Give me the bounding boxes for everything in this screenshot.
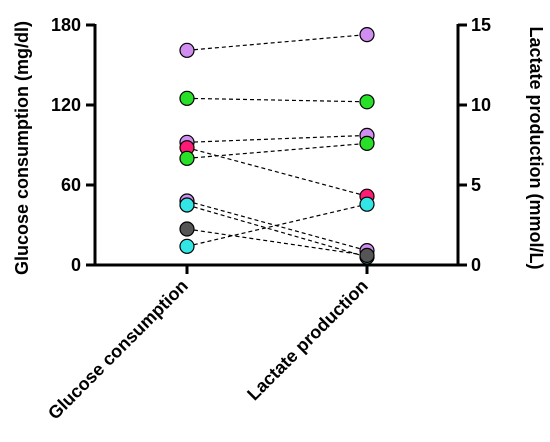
y-right-tick-label: 0: [471, 255, 481, 275]
axes: 0 60 120 180 0 5 10 15 Glucose consumption Lactat…: [44, 15, 491, 423]
y-axis-left-title: Glucose consumption (mg/dl): [12, 21, 32, 275]
pair-line: [186, 97, 368, 103]
pair-line: [186, 203, 368, 247]
y-left-tick-label: 120: [51, 95, 81, 115]
pair-line: [186, 134, 368, 143]
pair-line: [186, 147, 368, 197]
y-right-tick-label: 15: [471, 15, 491, 35]
pair-line: [186, 204, 368, 258]
lactate-point: [359, 247, 375, 263]
pair-line: [186, 228, 368, 256]
x-tick-label: Glucose consumption: [44, 276, 192, 424]
y-left-tick-label: 60: [61, 175, 81, 195]
y-right-tick-label: 5: [471, 175, 481, 195]
glucose-point: [179, 238, 195, 254]
lactate-point: [359, 135, 375, 151]
lactate-point: [359, 196, 375, 212]
y-right-tick-label: 10: [471, 95, 491, 115]
glucose-point: [179, 150, 195, 166]
glucose-point: [179, 90, 195, 106]
glucose-point: [179, 42, 195, 58]
pair-lines: [186, 34, 368, 258]
glucose-point: [179, 197, 195, 213]
glucose-point: [179, 221, 195, 237]
y-left-tick-label: 0: [71, 255, 81, 275]
lactate-point: [359, 26, 375, 43]
y-axis-right-title: Lactate production (mmol/L): [526, 27, 546, 270]
pair-line: [186, 142, 368, 159]
y-left-tick-label: 180: [51, 15, 81, 35]
pair-line: [186, 34, 368, 51]
data-points: [179, 26, 375, 265]
lactate-point: [359, 94, 375, 110]
x-tick-label: Lactate production: [243, 276, 372, 405]
